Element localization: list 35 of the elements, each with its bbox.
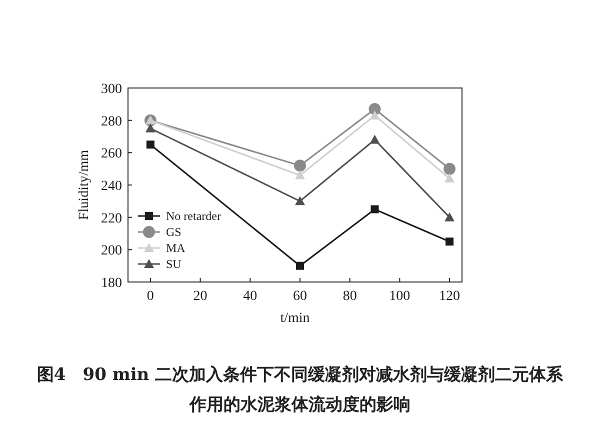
- x-tick-label: 0: [146, 289, 154, 304]
- point: [370, 110, 380, 120]
- point: [145, 123, 156, 132]
- y-tick-label: 260: [101, 146, 122, 162]
- y-tick-label: 220: [101, 211, 122, 226]
- legend-label: GS: [166, 225, 182, 239]
- y-axis-title: Fluidity/mm: [77, 150, 92, 220]
- point: [146, 140, 154, 149]
- point: [294, 170, 305, 180]
- y-tick-label: 300: [101, 82, 122, 97]
- point: [444, 162, 456, 175]
- x-tick-label: 20: [193, 289, 208, 304]
- caption: 图4 90 min 二次加入条件下不同缓凝剂对减水剂与缓凝剂二元体系作用的水泥浆体流动度的影响: [36, 364, 564, 417]
- point: [444, 212, 455, 222]
- legend-label: MA: [166, 241, 186, 255]
- x-tick-label: 80: [342, 289, 357, 304]
- point: [446, 238, 454, 246]
- x-tick-label: 40: [243, 289, 258, 304]
- x-tick-label: 120: [439, 289, 460, 304]
- legend-label: SU: [166, 257, 182, 271]
- x-axis-title: t/min: [280, 311, 310, 326]
- y-tick-label: 200: [101, 244, 122, 259]
- point: [294, 160, 306, 172]
- point: [296, 262, 304, 270]
- point: [294, 196, 305, 206]
- point: [444, 174, 455, 183]
- x-tick-label: 60: [292, 289, 307, 304]
- y-tick-label: 180: [101, 276, 122, 291]
- point: [370, 205, 379, 214]
- point: [370, 134, 380, 144]
- y-tick-label: 240: [101, 179, 122, 194]
- point: [368, 103, 381, 116]
- x-tick-label: 100: [389, 289, 410, 304]
- y-tick-label: 280: [101, 114, 122, 130]
- legend-label: No retarder: [166, 209, 221, 223]
